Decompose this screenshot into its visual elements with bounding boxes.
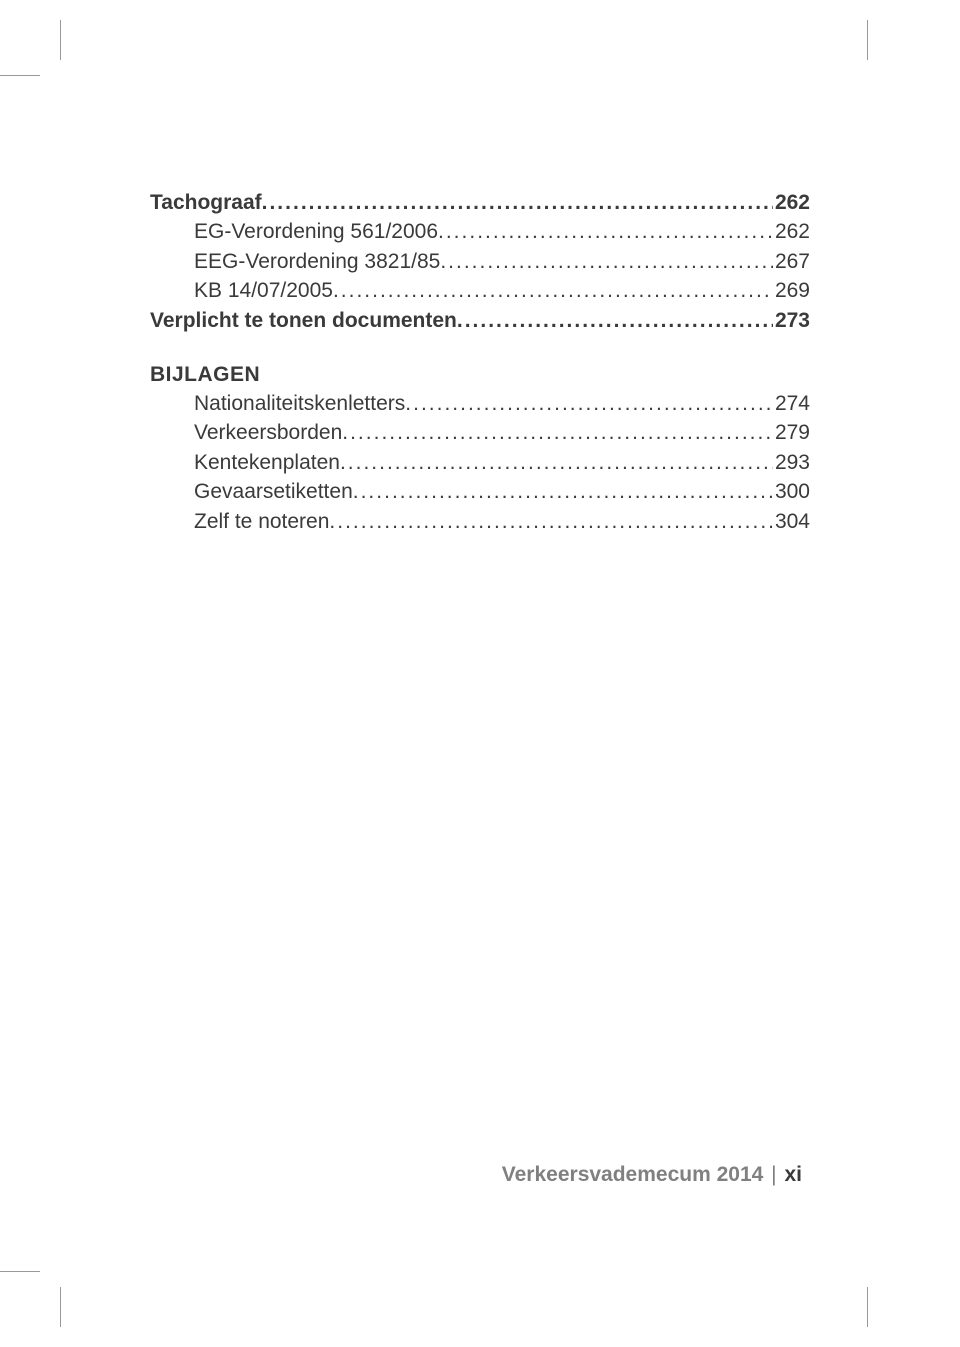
- crop-mark: [0, 75, 40, 76]
- toc-entry-page: 267: [773, 247, 810, 276]
- toc-entry-label: EEG-Verordening 3821/85: [194, 247, 440, 276]
- toc-entry-page: 293: [773, 448, 810, 477]
- toc-entry: Tachograaf..............................…: [150, 188, 810, 217]
- toc-leader-dots: ........................................…: [440, 247, 773, 276]
- footer-page-number: xi: [784, 1163, 802, 1186]
- toc-leader-dots: ........................................…: [353, 477, 773, 506]
- toc-entry-label: Zelf te noteren: [194, 507, 329, 536]
- toc-entry-label: Verplicht te tonen documenten: [150, 306, 457, 335]
- toc-entry-label: EG-Verordening 561/2006: [194, 217, 438, 246]
- toc-entry-page: 300: [773, 477, 810, 506]
- footer-book-title: Verkeersvademecum 2014: [502, 1163, 764, 1186]
- toc-entry-label: Gevaarsetiketten: [194, 477, 353, 506]
- toc-appendix: Nationaliteitskenletters................…: [150, 389, 810, 536]
- toc-leader-dots: ........................................…: [333, 276, 773, 305]
- toc-entry: EEG-Verordening 3821/85.................…: [150, 247, 810, 276]
- page-content: Tachograaf..............................…: [150, 188, 810, 536]
- toc-leader-dots: ........................................…: [340, 448, 773, 477]
- toc-entry: EG-Verordening 561/2006.................…: [150, 217, 810, 246]
- toc-entry-label: Nationaliteitskenletters: [194, 389, 405, 418]
- toc-leader-dots: ........................................…: [262, 188, 773, 217]
- toc-entry-page: 262: [773, 217, 810, 246]
- toc-entry-page: 274: [773, 389, 810, 418]
- toc-entry-label: Kentekenplaten: [194, 448, 340, 477]
- toc-leader-dots: ........................................…: [342, 418, 773, 447]
- crop-mark: [60, 20, 61, 60]
- crop-mark: [867, 20, 868, 60]
- toc-leader-dots: ........................................…: [405, 389, 773, 418]
- crop-mark: [60, 1287, 61, 1327]
- toc-entry-label: Verkeersborden: [194, 418, 342, 447]
- toc-leader-dots: ........................................…: [438, 217, 773, 246]
- toc-entry: Kentekenplaten..........................…: [150, 448, 810, 477]
- toc-entry: Zelf te noteren.........................…: [150, 507, 810, 536]
- toc-entry: KB 14/07/2005...........................…: [150, 276, 810, 305]
- toc-entry: Verkeersborden..........................…: [150, 418, 810, 447]
- toc-entry-page: 269: [773, 276, 810, 305]
- toc-entry: Verplicht te tonen documenten...........…: [150, 306, 810, 335]
- toc-entry: Gevaarsetiketten........................…: [150, 477, 810, 506]
- toc-entry-page: 273: [773, 306, 810, 335]
- footer-separator: |: [769, 1163, 778, 1186]
- section-heading-bijlagen: BIJLAGEN: [150, 363, 810, 387]
- crop-mark: [0, 1271, 40, 1272]
- toc-leader-dots: ........................................…: [457, 306, 773, 335]
- toc-entry-page: 304: [773, 507, 810, 536]
- page-footer: Verkeersvademecum 2014 | xi: [502, 1163, 802, 1187]
- toc-entry-page: 279: [773, 418, 810, 447]
- toc-entry: Nationaliteitskenletters................…: [150, 389, 810, 418]
- toc-entry-page: 262: [773, 188, 810, 217]
- toc-leader-dots: ........................................…: [329, 507, 773, 536]
- toc-entry-label: Tachograaf: [150, 188, 262, 217]
- crop-mark: [867, 1287, 868, 1327]
- toc-entry-label: KB 14/07/2005: [194, 276, 333, 305]
- toc-main: Tachograaf..............................…: [150, 188, 810, 335]
